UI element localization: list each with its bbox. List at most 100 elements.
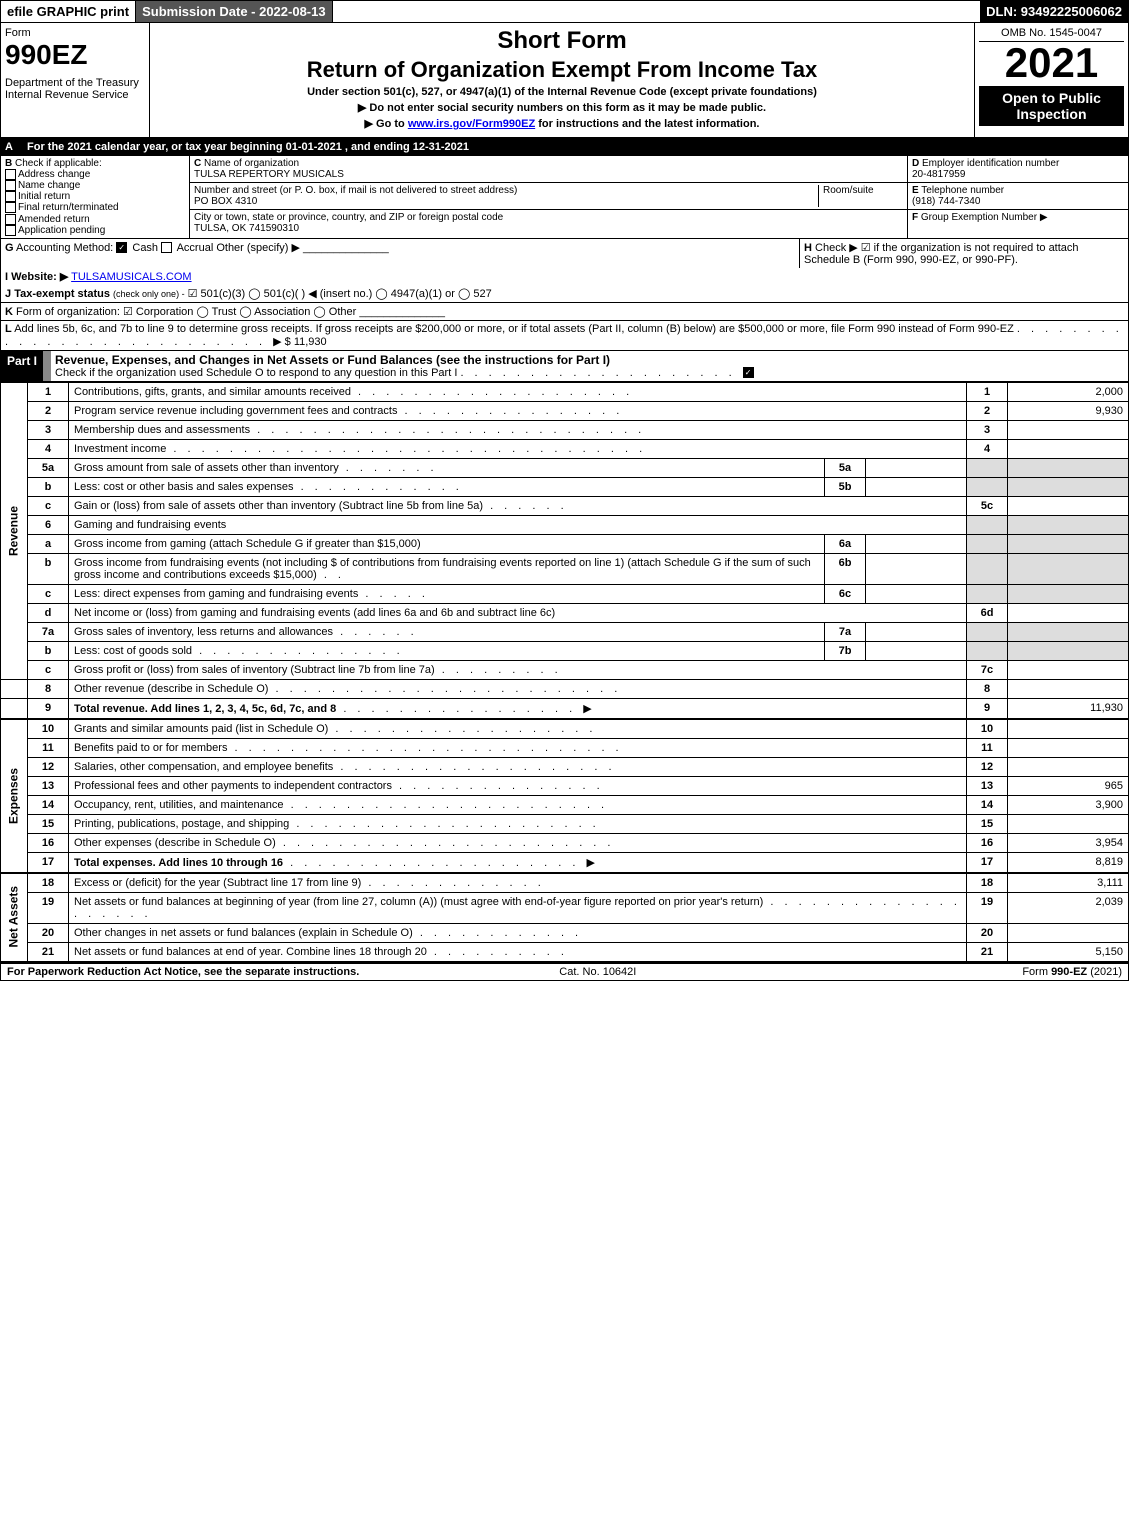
opt-name-change[interactable]: Name change [5,180,185,191]
l-amount: ▶ $ 11,930 [273,336,327,348]
sh7b [967,641,1008,660]
section-b: B Check if applicable: Address change Na… [1,156,190,238]
d-label: Employer identification number [922,158,1059,169]
footer-right: Form 990-EZ (2021) [1022,966,1122,978]
opt-address-change[interactable]: Address change [5,169,185,180]
line-18: Net Assets 18 Excess or (deficit) for th… [1,873,1129,893]
f-arrow: ▶ [1040,212,1048,223]
val10 [1008,719,1129,739]
label-a: A [1,139,23,155]
sh6b [967,553,1008,584]
header-right: OMB No. 1545-0047 2021 Open to Public In… [974,23,1128,137]
rn5c: 5c [967,496,1008,515]
iv5b [866,477,967,496]
val16: 3,954 [1008,833,1129,852]
b-label: Check if applicable: [15,158,102,169]
n4: 4 [28,439,69,458]
n18: 18 [28,873,69,893]
rn6d: 6d [967,603,1008,622]
line-14: 14 Occupancy, rent, utilities, and maint… [1,795,1129,814]
form-header: Form 990EZ Department of the Treasury In… [0,22,1129,139]
lines-table: Revenue 1 Contributions, gifts, grants, … [0,382,1129,962]
main-title: Return of Organization Exempt From Incom… [154,57,970,83]
row-l: L Add lines 5b, 6c, and 7b to line 9 to … [0,321,1129,351]
submission-date-button[interactable]: Submission Date - 2022-08-13 [136,1,333,22]
sh6c [967,584,1008,603]
line-6a: a Gross income from gaming (attach Sched… [1,534,1129,553]
shv6c [1008,584,1129,603]
shv5a [1008,458,1129,477]
in6b: 6b [825,553,866,584]
accrual-checkbox[interactable] [161,242,172,253]
line-6c: c Less: direct expenses from gaming and … [1,584,1129,603]
footer-mid: Cat. No. 10642I [559,966,636,978]
line-20: 20 Other changes in net assets or fund b… [1,923,1129,942]
val17: 8,819 [1008,852,1129,873]
side-expenses: Expenses [1,719,28,873]
val6d [1008,603,1129,622]
footer-left: For Paperwork Reduction Act Notice, see … [7,966,359,978]
n21: 21 [28,942,69,961]
line-2: 2 Program service revenue including gove… [1,401,1129,420]
line-19: 19 Net assets or fund balances at beginn… [1,892,1129,923]
n15: 15 [28,814,69,833]
row-g-h: G Accounting Method: Cash Accrual Other … [0,239,1129,268]
sh6 [967,515,1008,534]
right-info-col: D Employer identification number 20-4817… [907,156,1128,238]
line-16: 16 Other expenses (describe in Schedule … [1,833,1129,852]
accrual-label: Accrual [177,242,214,254]
val2: 9,930 [1008,401,1129,420]
part1-check-text: Check if the organization used Schedule … [55,367,457,379]
irs-link[interactable]: www.irs.gov/Form990EZ [408,118,535,130]
rn8: 8 [967,679,1008,698]
line-a-row: A For the 2021 calendar year, or tax yea… [0,139,1129,156]
short-form-title: Short Form [154,27,970,55]
efile-print-button[interactable]: efile GRAPHIC print [1,1,136,22]
val19: 2,039 [1008,892,1129,923]
part1-badge: Part I [1,351,51,381]
val1: 2,000 [1008,382,1129,401]
val12 [1008,757,1129,776]
n8: 8 [28,679,69,698]
instr2-post: for instructions and the latest informat… [535,118,759,130]
rn12: 12 [967,757,1008,776]
opt-final-return[interactable]: Final return/terminated [5,202,185,213]
shv6b [1008,553,1129,584]
opt-amended-return[interactable]: Amended return [5,214,185,225]
val9: 11,930 [1008,698,1129,719]
n3: 3 [28,420,69,439]
val5c [1008,496,1129,515]
opt-initial-return[interactable]: Initial return [5,191,185,202]
side-netassets: Net Assets [1,873,28,962]
k-label: Form of organization: [16,306,120,318]
schedule-o-checkbox[interactable] [743,367,754,378]
line-4: 4 Investment income . . . . . . . . . . … [1,439,1129,458]
website-link[interactable]: TULSAMUSICALS.COM [71,271,191,283]
opt-application-pending[interactable]: Application pending [5,225,185,236]
iv7a [866,622,967,641]
row-j: J Tax-exempt status (check only one) - ☑… [0,285,1129,303]
n16: 16 [28,833,69,852]
j-label: Tax-exempt status [14,288,110,300]
part1-header-row: Part I Revenue, Expenses, and Changes in… [0,351,1129,382]
shv6 [1008,515,1129,534]
iv5a [866,458,967,477]
e-label: Telephone number [921,185,1004,196]
cash-checkbox[interactable] [116,242,127,253]
org-name: TULSA REPERTORY MUSICALS [194,169,344,180]
val14: 3,900 [1008,795,1129,814]
row-k: K Form of organization: ☑ Corporation ◯ … [0,303,1129,321]
cash-label: Cash [132,242,158,254]
part1-title: Revenue, Expenses, and Changes in Net As… [55,353,610,367]
rn14: 14 [967,795,1008,814]
line-9: 9 Total revenue. Add lines 1, 2, 3, 4, 5… [1,698,1129,719]
f-label: Group Exemption Number [921,212,1037,223]
rn9: 9 [967,698,1008,719]
j-options: ☑ 501(c)(3) ◯ 501(c)( ) ◀ (insert no.) ◯… [188,288,492,300]
shv6a [1008,534,1129,553]
other-specify: Other (specify) ▶ [216,242,300,254]
val11 [1008,738,1129,757]
line-13: 13 Professional fees and other payments … [1,776,1129,795]
line-5c: c Gain or (loss) from sale of assets oth… [1,496,1129,515]
line-a-text: For the 2021 calendar year, or tax year … [23,139,473,155]
